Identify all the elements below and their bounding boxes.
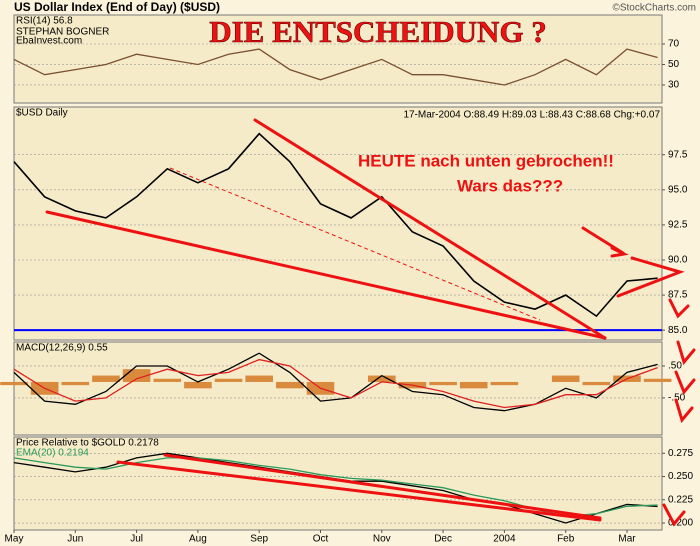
histogram-bar bbox=[643, 378, 672, 382]
series-line bbox=[13, 352, 658, 412]
x-tick-label: 2004 bbox=[493, 534, 516, 545]
y-tick-label: 95.0 bbox=[668, 184, 688, 195]
x-tick-label: Jul bbox=[130, 534, 143, 545]
triangle bbox=[616, 256, 685, 298]
histogram-bar bbox=[184, 381, 212, 389]
panel-title: MACD(12,26,9) 0.55 bbox=[16, 343, 108, 354]
y-tick-label: 0.250 bbox=[668, 471, 693, 482]
histogram-bar bbox=[368, 375, 396, 382]
panel-note: STEPHAN BOGNER bbox=[16, 27, 109, 38]
y-tick-label: 30 bbox=[668, 80, 680, 91]
x-tick-label: Jun bbox=[67, 534, 83, 545]
drawn-trendlines bbox=[45, 118, 696, 527]
histogram-bar bbox=[245, 375, 273, 382]
histogram-bar bbox=[551, 375, 580, 382]
arrow-head bbox=[610, 246, 629, 258]
panel bbox=[13, 106, 663, 341]
y-tick-label: 70 bbox=[668, 39, 680, 50]
series-line bbox=[13, 48, 658, 86]
histogram-bar bbox=[0, 381, 28, 386]
y-tick-label: 50 bbox=[668, 59, 680, 70]
x-tick-label: May bbox=[5, 534, 24, 545]
histogram-bar bbox=[276, 381, 304, 389]
histogram-bar bbox=[92, 375, 120, 382]
trendline bbox=[163, 453, 602, 520]
y-tick-label: 97.5 bbox=[668, 149, 688, 160]
arrow bbox=[674, 370, 696, 395]
source: ©StockCharts.com bbox=[612, 3, 696, 14]
histogram-bar bbox=[459, 381, 488, 389]
x-tick-label: Mar bbox=[618, 534, 636, 545]
trendline bbox=[169, 167, 541, 321]
trendline bbox=[116, 460, 602, 522]
y-tick-label: 0.225 bbox=[668, 494, 693, 505]
trendline bbox=[253, 118, 607, 340]
arrow bbox=[668, 298, 690, 319]
series-line bbox=[13, 132, 658, 318]
histogram-bar bbox=[582, 381, 611, 386]
arrow bbox=[676, 340, 696, 366]
x-tick-label: Oct bbox=[313, 534, 329, 545]
x-tick-label: Feb bbox=[557, 534, 575, 545]
x-tick-label: Dec bbox=[434, 534, 452, 545]
histogram-bar bbox=[61, 381, 90, 386]
headline: DIE ENTSCHEIDUNG ? bbox=[209, 14, 547, 49]
legend-entry: EMA(20) 0.2194 bbox=[16, 448, 89, 459]
y-tick-label: 87.5 bbox=[668, 290, 688, 301]
histogram-bar bbox=[214, 378, 243, 382]
panel-title: Price Relative to $GOLD 0.2178 bbox=[16, 438, 159, 449]
arrow bbox=[662, 503, 686, 527]
panel-subtitle: 17-Mar-2004 O:88.49 H:89.03 L:88.43 C:88… bbox=[403, 110, 660, 121]
trendline bbox=[45, 210, 607, 340]
histogram-bar bbox=[490, 381, 519, 386]
histogram-bar bbox=[153, 378, 182, 382]
panel-note: EbaInvest.com bbox=[16, 36, 82, 47]
x-tick-label: Sep bbox=[250, 534, 268, 545]
annotation: Wars das??? bbox=[457, 176, 563, 195]
annotation: HEUTE nach unten gebrochen!! bbox=[358, 151, 614, 170]
histogram-bar bbox=[429, 381, 457, 386]
panel-title: $USD Daily bbox=[16, 108, 68, 119]
y-tick-label: 85.0 bbox=[668, 325, 688, 336]
x-tick-label: Nov bbox=[373, 534, 391, 545]
page-title: US Dollar Index (End of Day) ($USD) bbox=[14, 0, 220, 14]
y-tick-label: 0.275 bbox=[668, 448, 693, 459]
arrow bbox=[674, 398, 694, 424]
series-line bbox=[13, 358, 658, 409]
y-tick-label: 90.0 bbox=[668, 255, 688, 266]
panel-title: RSI(14) 56.8 bbox=[16, 16, 73, 27]
y-tick-label: 0.200 bbox=[668, 518, 693, 529]
y-tick-label: .50 bbox=[668, 361, 682, 372]
x-tick-label: Aug bbox=[189, 534, 207, 545]
y-tick-label: 92.5 bbox=[668, 220, 688, 231]
y-tick-label: -.50 bbox=[668, 393, 686, 404]
